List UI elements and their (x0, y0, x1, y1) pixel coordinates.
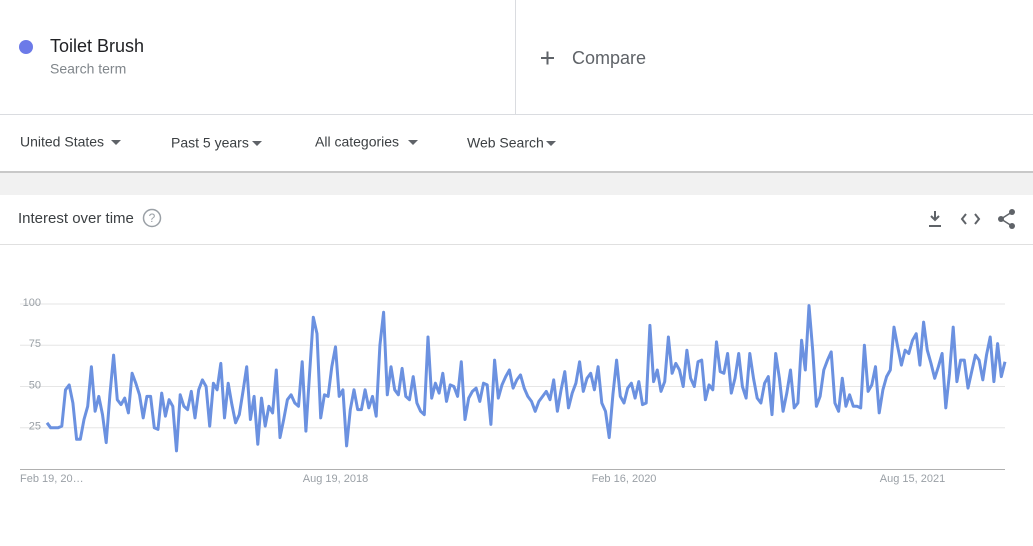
term[interactable]: Toilet Brush (50, 36, 144, 56)
y-tick-label: 100 (23, 297, 41, 309)
plus-icon (541, 51, 554, 65)
embed-icon[interactable] (960, 213, 981, 225)
dropdown-arrow (252, 141, 262, 146)
compare-label[interactable]: Compare (572, 48, 646, 68)
compare-button[interactable]: Compare (541, 48, 646, 68)
filter-geo[interactable]: United States (20, 134, 104, 150)
x-tick-label: Feb 16, 2020 (592, 473, 657, 485)
card-title: Interest over time (18, 210, 134, 227)
x-tick-label: Aug 19, 2018 (303, 473, 368, 485)
y-tick-label: 75 (29, 338, 41, 350)
download-icon[interactable] (929, 211, 941, 227)
trend-line (45, 304, 1007, 453)
svg-text:?: ? (149, 211, 156, 225)
filter-search-type[interactable]: Web Search (467, 135, 544, 151)
y-tick-label: 25 (29, 421, 41, 433)
term-dot (19, 40, 33, 54)
share-icon[interactable] (998, 209, 1015, 229)
filter-category[interactable]: All categories (315, 134, 399, 150)
y-tick-label: 50 (29, 379, 41, 391)
dropdown-arrow (111, 140, 121, 145)
help-icon[interactable]: ? (142, 208, 162, 228)
term-subtitle: Search term (50, 61, 126, 77)
band (0, 172, 1033, 195)
x-tick-label: Feb 19, 20… (20, 473, 84, 485)
filter-time[interactable]: Past 5 years (171, 135, 249, 151)
dropdown-arrow (546, 141, 556, 146)
dropdown-arrow (408, 140, 418, 145)
x-tick-label: Aug 15, 2021 (880, 473, 945, 485)
